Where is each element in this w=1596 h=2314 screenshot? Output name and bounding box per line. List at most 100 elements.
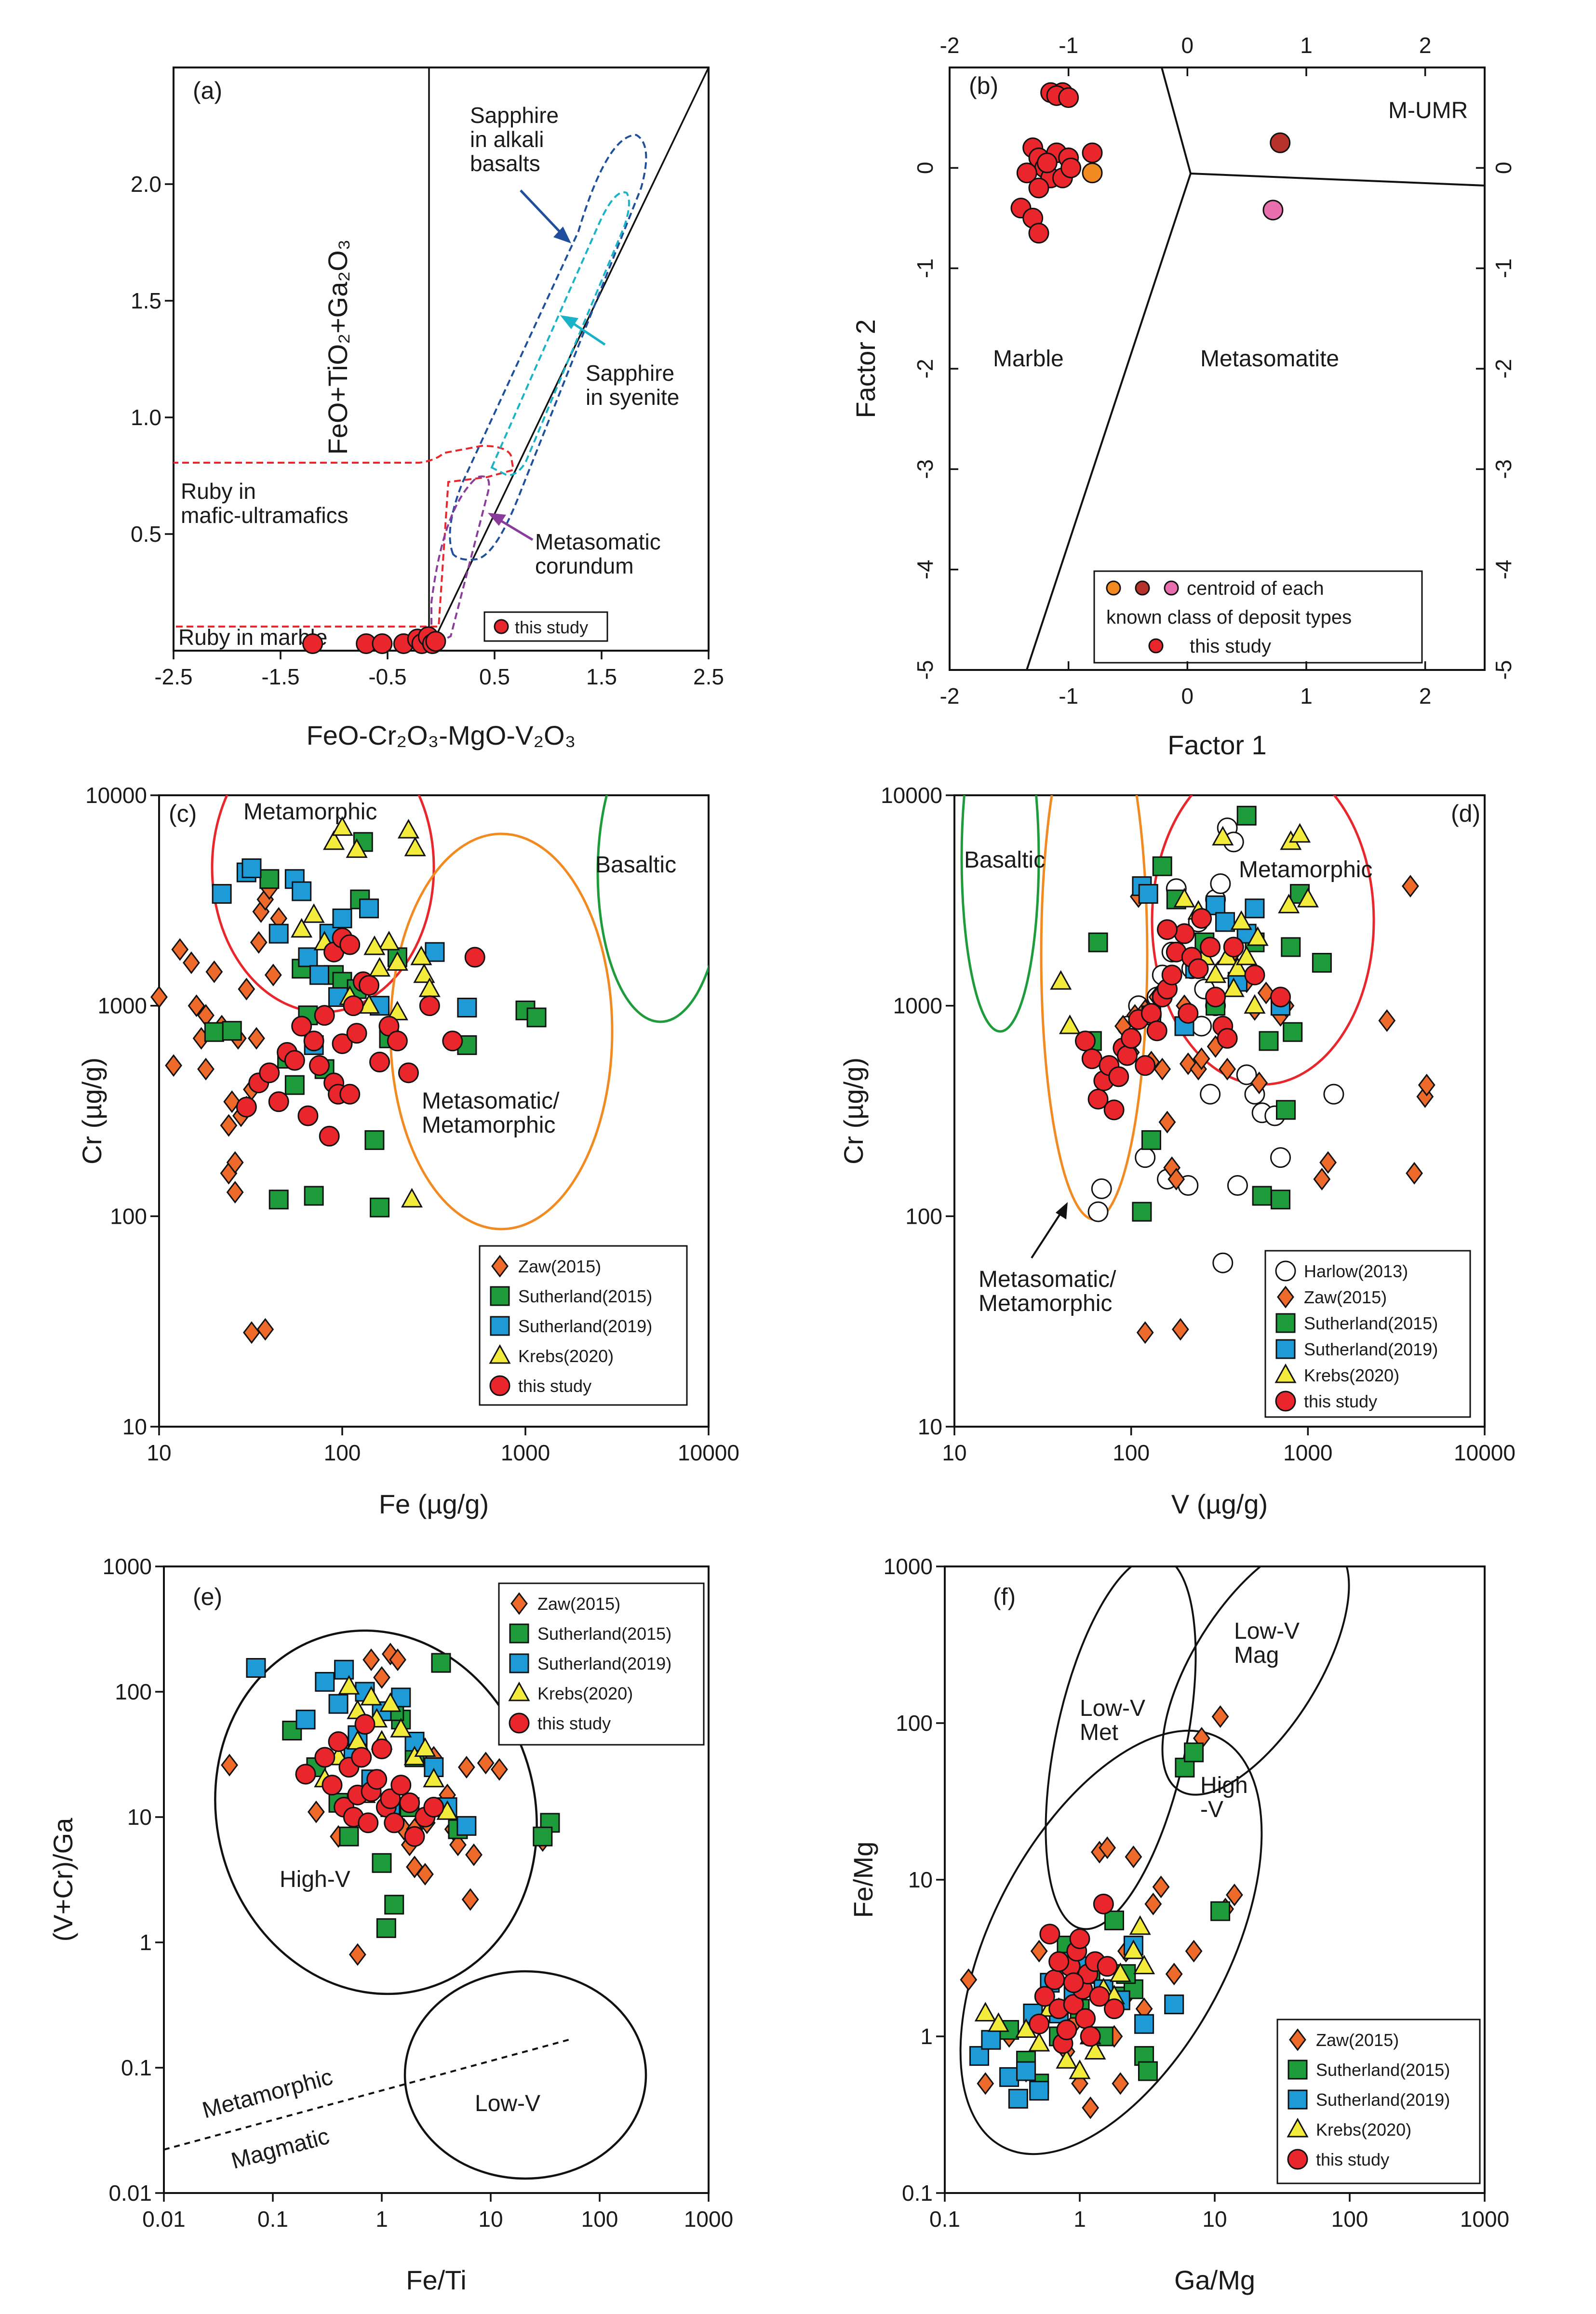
- data-point: [1112, 2072, 1129, 2095]
- x-axis-label: V (µg/g): [1171, 1489, 1268, 1519]
- x-tick-label: 10000: [1454, 1440, 1516, 1465]
- legend: Harlow(2013) Zaw(2015) Sutherland(2015) Sut…: [1264, 1250, 1471, 1418]
- x-tick-label: 1000: [1283, 1440, 1332, 1465]
- legend: Zaw(2015) Sutherland(2015) Sutherland(2019…: [1276, 2019, 1481, 2184]
- legend-entries: Zaw(2015) Sutherland(2015) Sutherland(2019…: [1287, 2028, 1450, 2170]
- data-point: [1418, 1073, 1435, 1097]
- data-point: [1089, 1986, 1110, 2007]
- data-point: [1088, 932, 1108, 952]
- data-point: [1063, 1994, 1084, 2015]
- data-point: [236, 1097, 257, 1118]
- data-point: [1134, 2014, 1154, 2034]
- legend-marker: [509, 1623, 529, 1644]
- y-tick-label: 10000: [881, 783, 942, 808]
- data-point: [999, 2067, 1019, 2087]
- x-tick-label: 2.5: [693, 664, 724, 689]
- region-label: Sapphire: [470, 103, 559, 128]
- data-point: [1178, 1003, 1199, 1024]
- data-point: [1206, 895, 1226, 915]
- data-point: [1103, 1998, 1125, 2020]
- data-point: [1210, 873, 1231, 894]
- y-tick-label: 1000: [893, 993, 942, 1018]
- alkali-basalt-field-outline: [449, 134, 647, 561]
- x-tick-label: -0.5: [368, 664, 406, 689]
- data-point: [1312, 953, 1332, 973]
- data-point: [339, 1826, 359, 1846]
- y-tick-label: 0.1: [121, 2055, 152, 2080]
- data-point: [384, 1895, 404, 1915]
- data-point: [370, 1197, 390, 1217]
- data-point: [308, 1800, 325, 1823]
- legend-label: Harlow(2013): [1304, 1261, 1408, 1281]
- data-point: [268, 923, 289, 944]
- data-point: [1135, 1147, 1156, 1168]
- region-label: Marble: [993, 346, 1064, 372]
- data-point: [1281, 937, 1301, 957]
- data-point: [1262, 200, 1284, 221]
- metasomatic-arrowhead: [488, 513, 506, 526]
- legend-label: Sutherland(2015): [518, 1286, 652, 1306]
- y-tick-label: 10000: [85, 783, 147, 808]
- data-point: [1125, 1846, 1142, 1868]
- data-point: [1091, 1178, 1112, 1199]
- y-tick-label: 100: [110, 1204, 147, 1229]
- region-label: Sapphire: [586, 361, 674, 386]
- data-point: [362, 1648, 380, 1672]
- panel-c: (c) Metamorphic Basaltic Metasomatic/ Me…: [77, 794, 710, 1519]
- y-axis-label: (V+Cr)/Ga: [48, 1818, 78, 1942]
- region-label: Metasomatite: [1200, 346, 1339, 372]
- y-tick-label: -3: [1491, 459, 1516, 479]
- data-point: [1099, 1836, 1116, 1859]
- data-point: [334, 1659, 354, 1680]
- legend-marker: [1288, 2089, 1308, 2110]
- region-label: Basaltic: [964, 847, 1045, 873]
- x-tick-label: 10: [942, 1440, 966, 1465]
- data-point: [246, 1658, 266, 1678]
- data-point: [358, 1812, 379, 1833]
- legend-marker: [1277, 1285, 1294, 1309]
- data-point: [343, 995, 364, 1017]
- legend-label: this study: [518, 1376, 591, 1396]
- data-point: [364, 1130, 385, 1150]
- legend-marker: [1275, 1260, 1296, 1282]
- legend-marker: [1275, 1339, 1296, 1359]
- plot-frame: [173, 67, 710, 652]
- data-point: [1270, 987, 1291, 1008]
- data-point: [1087, 1088, 1109, 1110]
- data-point: [401, 1188, 423, 1208]
- data-point: [1200, 936, 1221, 958]
- data-point: [1144, 1892, 1162, 1915]
- y-tick-label: 0.1: [902, 2180, 933, 2206]
- data-point: [1174, 923, 1195, 944]
- legend-label: Sutherland(2015): [1316, 2060, 1450, 2080]
- data-point: [1283, 1022, 1303, 1042]
- data-point: [1323, 1083, 1344, 1105]
- data-point: [1016, 162, 1037, 184]
- data-point: [1116, 1045, 1138, 1066]
- data-point: [404, 836, 426, 856]
- data-point: [1028, 2032, 1050, 2052]
- syenite-arrowhead: [560, 315, 578, 329]
- legend-marker: [1287, 2149, 1308, 2170]
- x-tick-label: -2: [940, 33, 960, 58]
- x-axis-label: FeO-Cr₂O₃-MgO-V₂O₃: [307, 720, 576, 750]
- region-label: Ruby in: [181, 479, 256, 504]
- legend-label: Sutherland(2019): [518, 1316, 652, 1336]
- y-tick-label: 10: [127, 1805, 152, 1830]
- data-point: [1030, 1939, 1048, 1963]
- data-point: [398, 1062, 419, 1083]
- data-point: [1270, 1147, 1291, 1168]
- data-point: [1108, 1066, 1129, 1087]
- high-v-field-outline: [214, 1629, 538, 1995]
- data-point: [372, 1853, 392, 1873]
- x-axis-label: Fe (µg/g): [379, 1489, 489, 1519]
- legend-marker-this-study: [494, 619, 509, 634]
- y-tick-label: -4: [912, 560, 938, 579]
- data-point: [1141, 1130, 1161, 1150]
- data-point: [372, 633, 393, 654]
- x-tick-label: 1000: [501, 1440, 550, 1465]
- data-point: [188, 994, 205, 1017]
- data-point: [1059, 1014, 1081, 1034]
- metasomatic-field-outline: [1040, 795, 1149, 1221]
- metasomatic-field-outline: [389, 832, 614, 1231]
